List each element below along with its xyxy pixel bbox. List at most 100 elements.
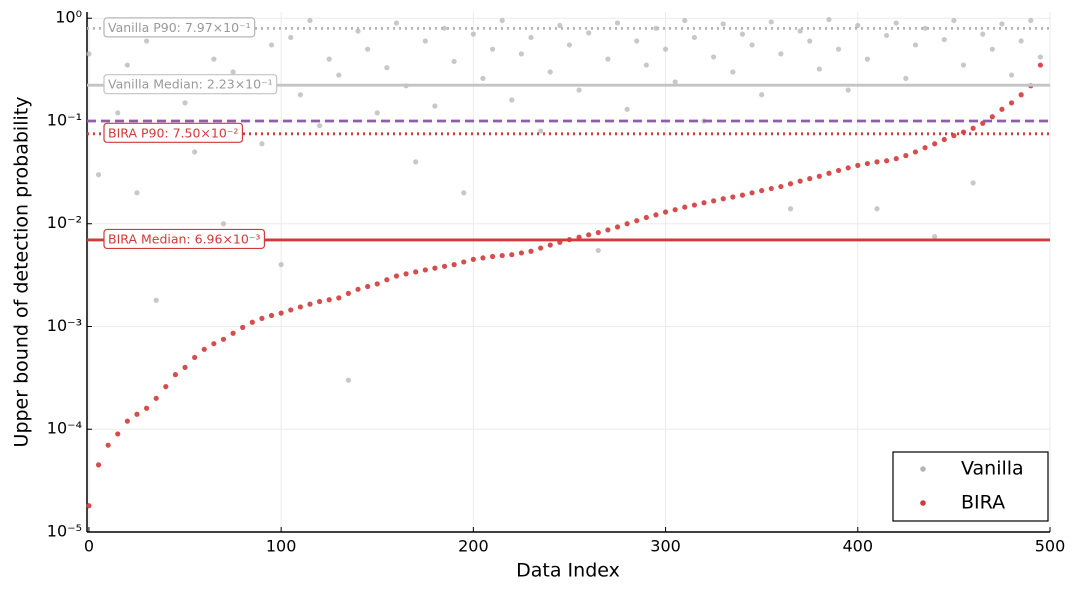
point [999,21,1005,27]
y-tick-label: 10⁻⁴ [47,419,82,438]
point [345,377,352,383]
point [528,248,534,254]
point [326,297,332,303]
point [989,114,995,120]
point [432,265,438,271]
point [403,271,409,277]
point [134,411,140,417]
point [691,34,698,41]
point [441,263,448,269]
point [797,28,803,34]
point [874,159,880,165]
point [518,250,525,256]
legend-label: BIRA [961,492,1005,514]
point [624,221,630,227]
point [105,442,111,448]
point [643,62,649,68]
point [143,38,150,44]
point [893,20,899,26]
point [1028,17,1034,24]
reference-label: Vanilla P90: 7.97×10⁻¹ [103,17,256,38]
point [259,141,265,147]
point [268,312,275,319]
y-tick-label: 10⁻³ [47,316,82,335]
point [653,212,659,218]
point [393,273,400,279]
x-axis-label: Data Index [516,560,620,582]
point [941,36,947,43]
point [345,290,352,296]
point [432,103,438,109]
point [230,330,236,336]
point [778,183,784,190]
point [1008,72,1015,78]
point [365,283,371,290]
point [730,69,736,75]
point [288,307,294,313]
point [547,69,553,75]
legend: Vanilla BIRA [892,451,1049,522]
point [595,247,601,254]
point [134,190,140,196]
point [278,262,284,268]
point [384,277,390,283]
point [326,56,332,62]
point [374,281,380,287]
point [489,253,496,260]
point [614,20,621,26]
point [672,207,678,213]
point [297,304,303,310]
point [518,51,525,57]
point [461,259,467,265]
point [605,227,611,233]
point [672,79,678,85]
point [509,97,515,103]
point [240,324,246,330]
point [759,92,765,98]
point [480,75,486,81]
point [999,106,1005,112]
point [739,192,746,198]
point [201,346,207,352]
point [845,87,851,93]
point [826,170,832,176]
point [499,252,505,259]
point [528,34,534,41]
point [374,110,380,116]
point [95,462,102,468]
y-axis-label: Upper bound of detection probability [11,97,33,448]
point [422,267,428,273]
point [864,160,870,167]
point [701,200,707,206]
point [307,17,313,24]
point [278,310,284,316]
point [768,185,774,192]
label-box [103,122,244,143]
point [124,418,130,424]
point [480,255,486,261]
point [461,190,467,196]
point [172,372,179,378]
point [95,172,102,178]
point [355,286,361,292]
reference-label: BIRA P90: 7.50×10⁻² [103,122,244,143]
point [489,46,496,52]
point [441,25,448,31]
point [643,214,649,221]
reference-label: Vanilla Median: 2.23×10⁻¹ [103,74,278,95]
reference-label-text: Vanilla Median: 2.23×10⁻¹ [108,77,273,92]
point [422,38,428,44]
point [634,38,640,44]
x-tick-label: 200 [458,537,489,556]
point [845,165,851,171]
point [662,46,669,52]
point [720,196,726,202]
point [835,46,842,52]
point [730,194,736,200]
point [538,245,544,251]
point [182,364,188,370]
point [759,188,765,194]
point [682,17,688,24]
point [884,32,890,39]
